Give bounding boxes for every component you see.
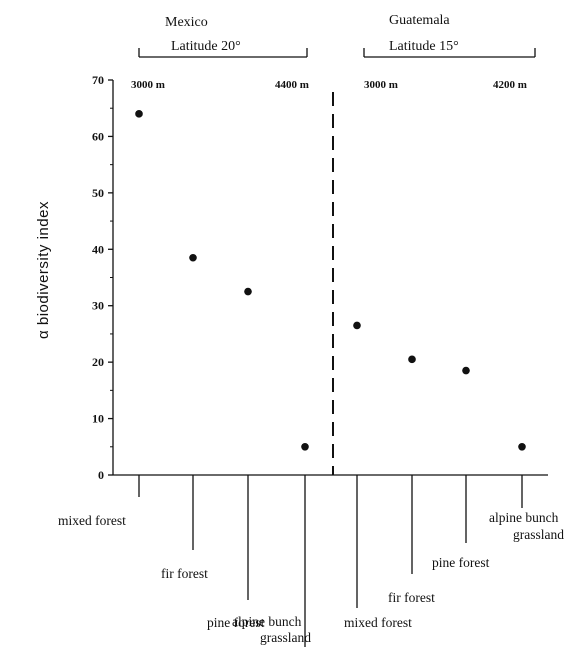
- data-point: [408, 355, 416, 364]
- category-label: pine forest: [432, 555, 490, 570]
- data-point: [301, 442, 309, 451]
- axes: 0 10 20 30 40 50 60 70 α biodiversity index: [35, 73, 548, 482]
- category-label: pine forest: [207, 615, 265, 630]
- data-point: [462, 366, 470, 375]
- category-label: mixed forest: [344, 615, 412, 630]
- region-name: Guatemala: [389, 13, 450, 28]
- category-label: alpine bunch grassland: [232, 614, 311, 645]
- elevation-start-label: 3000 m: [364, 79, 398, 91]
- data-point: [518, 442, 526, 451]
- data-point: [353, 321, 361, 330]
- y-tick-label: 50: [92, 186, 104, 200]
- data-point: [244, 287, 252, 296]
- region-latitude: Latitude 20°: [171, 39, 241, 54]
- data-point: [189, 253, 197, 262]
- y-tick-label: 0: [98, 468, 104, 482]
- category-label: alpine bunch grassland: [489, 510, 564, 542]
- y-tick-label: 70: [92, 73, 104, 87]
- y-axis-title: α biodiversity index: [35, 201, 52, 339]
- y-tick-label: 10: [92, 412, 104, 426]
- category-label: fir forest: [161, 566, 208, 581]
- elevation-end-label: 4400 m: [275, 79, 309, 91]
- data-point: [135, 110, 143, 118]
- region-latitude: Latitude 15°: [389, 39, 459, 54]
- y-tick-label: 30: [92, 299, 104, 313]
- elevation-end-label: 4200 m: [493, 79, 527, 91]
- y-tick-label: 40: [92, 242, 104, 256]
- category-label: mixed forest: [58, 513, 126, 528]
- category-label: fir forest: [388, 590, 435, 605]
- y-tick-label: 60: [92, 129, 104, 143]
- region-headers: Mexico Latitude 20° 3000 m 4400 m Guatemala L…: [131, 13, 536, 91]
- data-points: [135, 110, 526, 451]
- y-tick-label: 20: [92, 355, 104, 369]
- region-name: Mexico: [165, 15, 208, 30]
- elevation-start-label: 3000 m: [131, 79, 165, 91]
